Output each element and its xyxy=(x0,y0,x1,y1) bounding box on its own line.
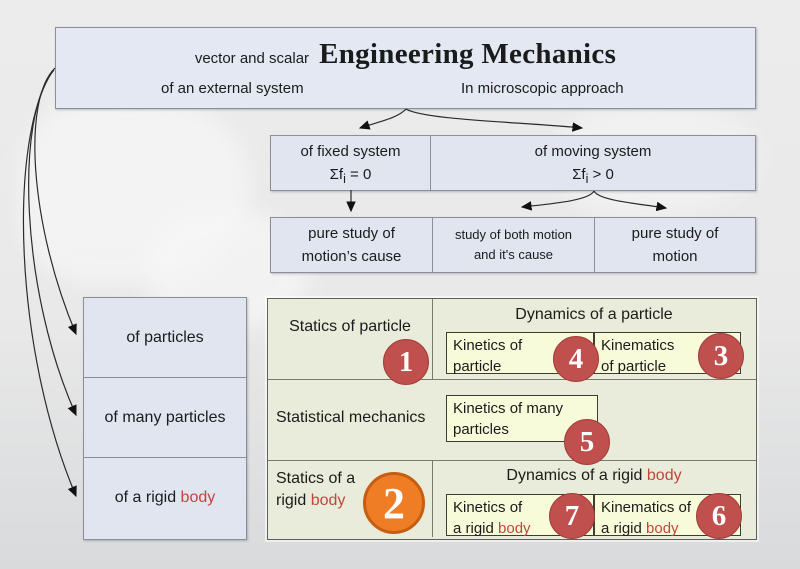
badge-2: 2 xyxy=(363,472,425,534)
col-divider-row3 xyxy=(432,460,433,537)
statistical-mechanics-label: Statistical mechanics xyxy=(276,409,426,426)
col-divider-row1 xyxy=(432,299,433,379)
study-cause-line2: motion’s cause xyxy=(301,248,402,265)
study-both-line1: study of both motion xyxy=(454,227,573,242)
row-divider-1 xyxy=(268,379,756,380)
kinetics-rigid-line2: a rigid body xyxy=(453,520,531,537)
cell-moving-system: of moving system Σfi > 0 xyxy=(431,136,755,190)
kinetics-many-line2: particles xyxy=(453,421,509,438)
side-column: of particles of many particles of a rigi… xyxy=(83,297,247,540)
study-motion-line1: pure study of xyxy=(631,225,719,242)
kinetics-rigid-line1: Kinetics of xyxy=(453,499,523,516)
study-both-line2: and it's cause xyxy=(473,247,554,262)
kinetics-many-line1: Kinetics of many xyxy=(453,400,564,417)
dynamics-of-rigid-body-header: Dynamics of a rigid body xyxy=(506,467,682,484)
cell-study-motion: pure study of motion xyxy=(595,218,755,272)
badge-7: 7 xyxy=(549,493,595,539)
kinematics-rigid-line2: a rigid body xyxy=(601,520,679,537)
study-cause-line1: pure study of xyxy=(308,225,395,242)
system-type-box: of fixed system Σfi = 0 of moving system… xyxy=(270,135,756,191)
kinetics-of-particle-line1: Kinetics of xyxy=(453,337,523,354)
kinetics-of-many-particles-box: Kinetics of many particles xyxy=(446,395,598,442)
statics-of-particle-label: Statics of particle xyxy=(289,318,411,335)
title-left-note: of an external system xyxy=(161,80,304,97)
kinematics-of-particle-line1: Kinematics xyxy=(601,337,675,354)
study-type-box: pure study of motion’s cause study of bo… xyxy=(270,217,756,273)
cell-fixed-system: of fixed system Σfi = 0 xyxy=(271,136,431,190)
side-item-particles: of particles xyxy=(84,298,246,378)
kinematics-of-particle-line2: of particle xyxy=(601,358,667,375)
dynamics-of-particle-header: Dynamics of a particle xyxy=(515,306,673,323)
badge-5: 5 xyxy=(564,419,610,465)
badge-1: 1 xyxy=(383,339,429,385)
title-line: vector and scalar Engineering Mechanics xyxy=(56,38,755,71)
side-item-rigid-body: of a rigid body xyxy=(84,458,246,537)
title-right-note: In microscopic approach xyxy=(461,80,624,97)
fixed-system-formula: Σfi = 0 xyxy=(329,166,372,186)
kinetics-of-particle-line2: particle xyxy=(453,358,502,375)
cell-study-both: study of both motion and it's cause xyxy=(433,218,595,272)
moving-system-label: of moving system xyxy=(534,143,652,160)
arrow-title-to-moving xyxy=(405,108,584,132)
page-title: Engineering Mechanics xyxy=(319,38,617,70)
side-item-many-particles: of many particles xyxy=(84,378,246,458)
fixed-system-label: of fixed system xyxy=(300,143,401,160)
statics-rigid-line2: rigid body xyxy=(276,492,346,509)
side-item-label: of particles xyxy=(126,328,204,346)
moving-system-formula: Σfi > 0 xyxy=(572,166,614,186)
badge-3: 3 xyxy=(698,333,744,379)
row-divider-2 xyxy=(268,460,756,461)
statics-of-rigid-body-label: Statics of a rigid body xyxy=(276,468,355,512)
title-prefix: vector and scalar xyxy=(194,50,310,67)
cell-study-cause: pure study of motion’s cause xyxy=(271,218,433,272)
mechanics-grid: Statics of particle Dynamics of a partic… xyxy=(267,298,757,540)
study-motion-line2: motion xyxy=(652,248,698,265)
title-box: vector and scalar Engineering Mechanics … xyxy=(55,27,756,109)
side-item-label: of many particles xyxy=(104,408,226,426)
kinematics-rigid-line1: Kinematics of xyxy=(601,499,692,516)
badge-6: 6 xyxy=(696,493,742,539)
badge-4: 4 xyxy=(553,336,599,382)
kinetics-of-particle-box: Kinetics of particle xyxy=(446,332,594,375)
statics-rigid-line1: Statics of a xyxy=(276,470,356,487)
arrow-title-to-fixed xyxy=(358,108,407,130)
side-item-label: of a rigid body xyxy=(114,488,216,506)
